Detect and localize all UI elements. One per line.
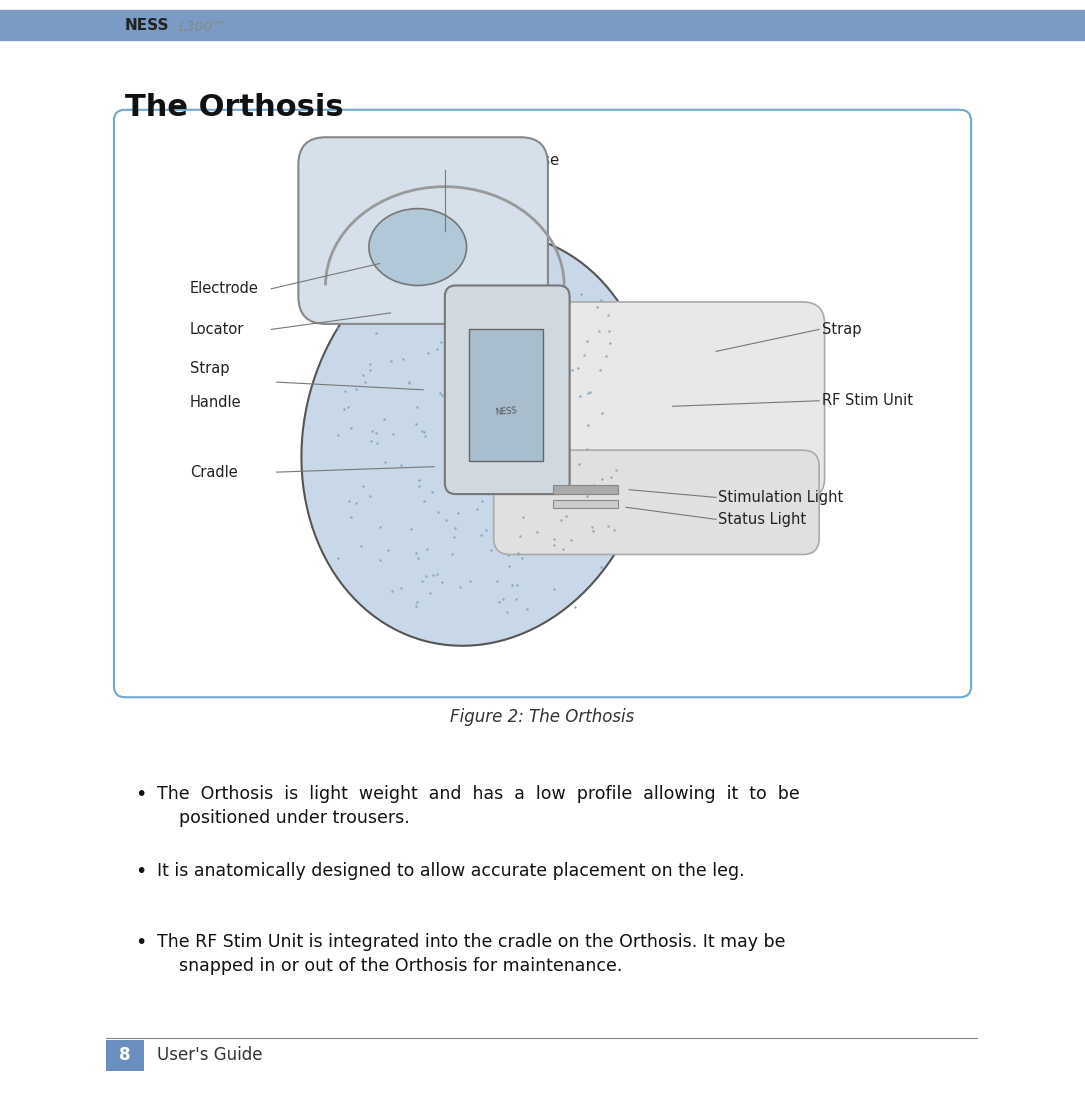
Bar xyxy=(553,485,618,494)
Text: Stimulation Light: Stimulation Light xyxy=(718,490,843,505)
Text: NESS: NESS xyxy=(125,18,169,33)
Text: •: • xyxy=(136,785,146,804)
Bar xyxy=(553,500,618,508)
Text: 8: 8 xyxy=(119,1046,130,1064)
Text: Locator: Locator xyxy=(190,322,244,337)
FancyBboxPatch shape xyxy=(488,302,825,500)
Text: Cradle: Cradle xyxy=(190,464,238,480)
Text: Electrode Base: Electrode Base xyxy=(450,153,560,168)
Ellipse shape xyxy=(369,209,467,285)
Text: L300™: L300™ xyxy=(179,21,227,34)
Text: RF Stim Unit: RF Stim Unit xyxy=(822,393,914,408)
FancyBboxPatch shape xyxy=(114,110,971,697)
Text: Figure 2: The Orthosis: Figure 2: The Orthosis xyxy=(450,708,635,726)
Text: •: • xyxy=(136,933,146,952)
FancyBboxPatch shape xyxy=(298,137,548,324)
Text: Handle: Handle xyxy=(190,395,242,411)
Text: Strap: Strap xyxy=(822,322,861,337)
Text: Electrode: Electrode xyxy=(190,281,258,296)
Text: NESS: NESS xyxy=(494,406,518,417)
Text: It is anatomically designed to allow accurate placement on the leg.: It is anatomically designed to allow acc… xyxy=(157,862,745,879)
Bar xyxy=(0,10,1085,40)
FancyBboxPatch shape xyxy=(494,450,819,554)
Text: Status Light: Status Light xyxy=(718,512,806,527)
Text: •: • xyxy=(136,862,146,881)
Bar xyxy=(106,1040,144,1071)
Text: The  Orthosis  is  light  weight  and  has  a  low  profile  allowing  it  to  b: The Orthosis is light weight and has a l… xyxy=(157,785,800,827)
Text: The RF Stim Unit is integrated into the cradle on the Orthosis. It may be
    sn: The RF Stim Unit is integrated into the … xyxy=(157,933,786,975)
Ellipse shape xyxy=(302,233,653,646)
FancyBboxPatch shape xyxy=(445,285,570,494)
Text: Strap: Strap xyxy=(190,360,229,376)
Text: User's Guide: User's Guide xyxy=(157,1046,263,1064)
Bar xyxy=(469,329,542,461)
Text: The Orthosis: The Orthosis xyxy=(125,93,343,122)
